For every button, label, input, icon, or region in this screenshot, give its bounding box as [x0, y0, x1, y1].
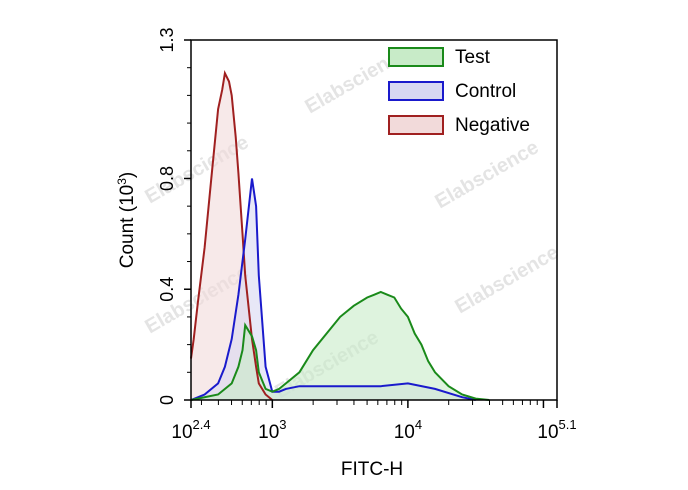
- histogram-fills: [191, 73, 490, 400]
- x-tick-label: 103: [258, 417, 286, 443]
- y-axis-label: Count (103): [115, 172, 138, 268]
- legend: Test Control Negative: [388, 47, 530, 136]
- x-tick-label: 104: [394, 417, 422, 443]
- y-tick-label: 0.8: [157, 166, 177, 191]
- x-tick-label: 102.4: [171, 417, 210, 443]
- series-line-test: [190, 290, 490, 401]
- legend-label-negative: Negative: [455, 115, 530, 136]
- legend-label-control: Control: [455, 81, 516, 102]
- series-line-control: [190, 178, 476, 401]
- legend-label-test: Test: [455, 47, 491, 68]
- y-tick-label: 0: [157, 395, 177, 405]
- legend-swatch-test: [388, 47, 444, 67]
- x-axis-label: FITC-H: [341, 459, 403, 480]
- watermark-text: Elabscience: [431, 136, 542, 213]
- x-axis-ticks: 102.4 103 104 105.1: [171, 400, 577, 443]
- watermark-text: Elabscience: [451, 241, 562, 318]
- x-tick-label: 105.1: [537, 417, 576, 443]
- y-axis-label-main: Count (10: [117, 185, 138, 268]
- legend-swatch-negative: [388, 115, 444, 135]
- y-axis-label-close: ): [117, 172, 138, 178]
- legend-swatch-control: [388, 81, 444, 101]
- y-axis-ticks: 0 0.4 0.8 1.3: [157, 27, 191, 405]
- y-tick-label: 0.4: [157, 277, 177, 302]
- histogram-lines: [190, 69, 490, 401]
- plot-frame: [190, 39, 558, 401]
- series-area-negative: [191, 73, 273, 400]
- y-axis-label-exponent: 3: [115, 178, 129, 185]
- series-line-negative: [190, 69, 273, 401]
- series-area-test: [191, 292, 490, 400]
- y-tick-label: 1.3: [157, 27, 177, 52]
- series-area-control: [191, 178, 476, 400]
